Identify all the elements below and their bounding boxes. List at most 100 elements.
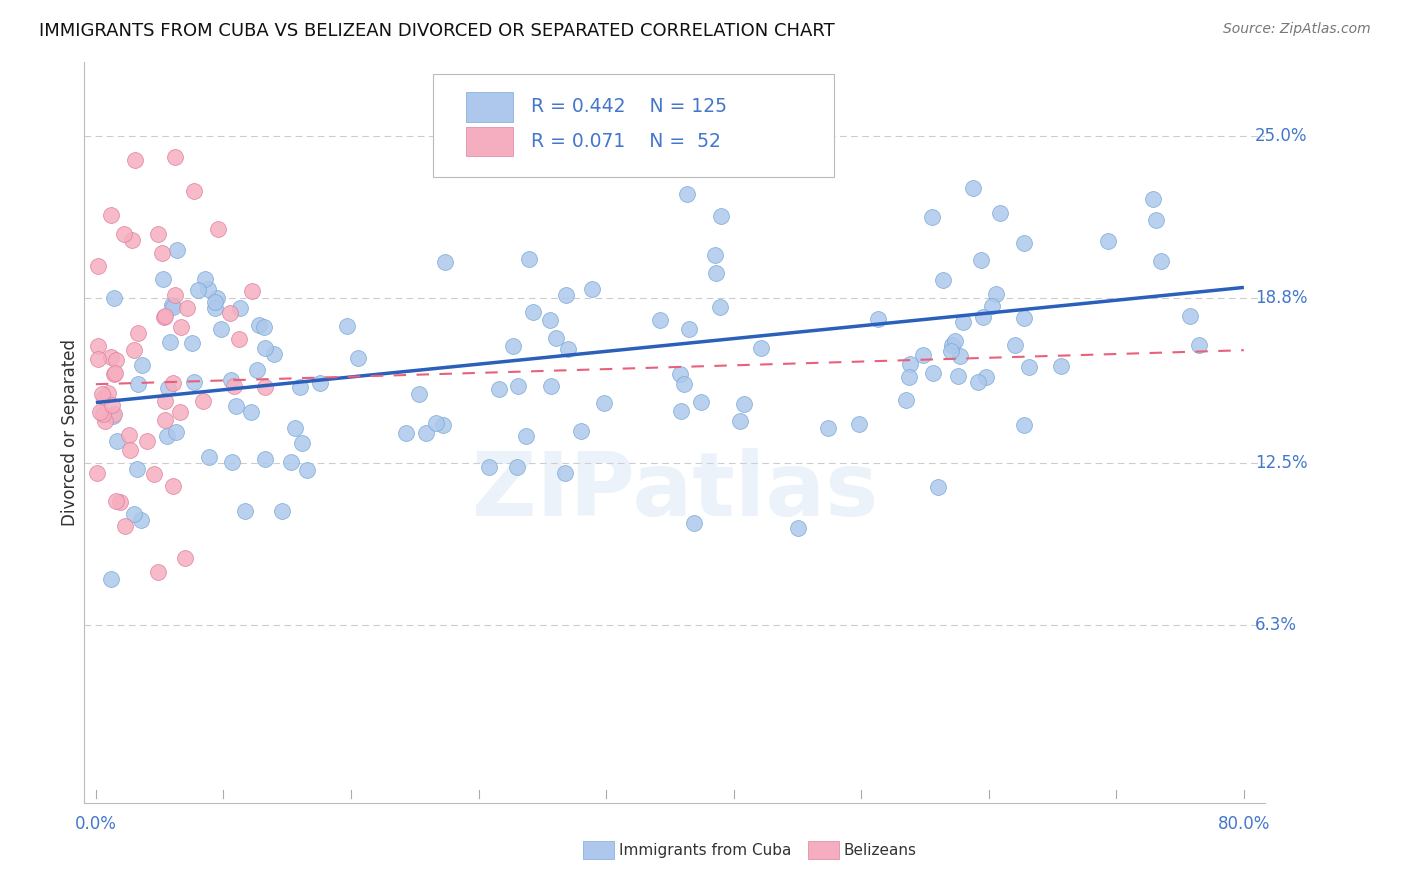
Point [121, 233, 143, 247]
Point [787, 520, 810, 534]
Point [254, 341, 277, 355]
Point [91, 407, 114, 421]
Point [581, 282, 603, 296]
Point [101, 409, 124, 423]
Point [263, 347, 285, 361]
Point [204, 301, 226, 315]
Point [848, 417, 870, 431]
Point [240, 284, 263, 298]
Point [952, 315, 974, 329]
Text: 0.0%: 0.0% [75, 814, 117, 833]
Point [93, 414, 115, 428]
Point [280, 455, 302, 469]
Point [174, 551, 197, 566]
Point [166, 243, 188, 257]
Point [197, 282, 219, 296]
Point [157, 381, 180, 395]
Point [592, 396, 614, 410]
Point [86, 259, 108, 273]
Point [678, 322, 700, 336]
Point [1012, 417, 1035, 432]
Point [207, 291, 229, 305]
Point [1150, 254, 1173, 268]
Text: 18.8%: 18.8% [1256, 289, 1308, 307]
Point [569, 424, 592, 438]
Point [153, 310, 176, 325]
Point [395, 425, 418, 440]
Point [946, 369, 969, 384]
Point [941, 338, 963, 352]
Point [169, 404, 191, 418]
Point [538, 313, 561, 327]
Point [129, 513, 152, 527]
Point [921, 210, 943, 224]
Text: 80.0%: 80.0% [1218, 814, 1270, 833]
Text: Immigrants from Cuba: Immigrants from Cuba [619, 843, 792, 857]
Point [1004, 338, 1026, 352]
Text: Source: ZipAtlas.com: Source: ZipAtlas.com [1223, 22, 1371, 37]
Point [1014, 236, 1036, 251]
Point [939, 343, 962, 358]
Point [103, 408, 125, 422]
Point [86, 466, 108, 480]
Text: ZIPatlas: ZIPatlas [472, 449, 877, 535]
Point [1050, 359, 1073, 374]
Point [894, 393, 917, 408]
Point [122, 508, 145, 522]
Point [931, 272, 953, 286]
Point [104, 353, 127, 368]
Point [1012, 310, 1035, 325]
Text: Belizeans: Belizeans [844, 843, 917, 857]
Point [183, 375, 205, 389]
Point [672, 376, 695, 391]
Point [124, 153, 146, 167]
Point [198, 450, 221, 464]
Point [988, 206, 1011, 220]
Point [204, 295, 226, 310]
Point [981, 299, 1004, 313]
Point [309, 376, 332, 390]
Point [669, 404, 692, 418]
Point [159, 334, 181, 349]
Text: 6.3%: 6.3% [1256, 615, 1296, 634]
Point [546, 331, 568, 345]
Point [108, 495, 131, 509]
Point [690, 394, 713, 409]
Point [100, 572, 122, 586]
Point [253, 380, 276, 394]
Point [284, 421, 307, 435]
Point [100, 208, 122, 222]
Point [162, 479, 184, 493]
Point [253, 451, 276, 466]
FancyBboxPatch shape [465, 127, 513, 156]
Point [943, 334, 966, 348]
Point [104, 366, 127, 380]
Point [143, 467, 166, 482]
Text: 12.5%: 12.5% [1256, 454, 1308, 472]
Point [176, 301, 198, 316]
Point [194, 272, 217, 286]
Point [162, 298, 184, 312]
Point [233, 504, 256, 518]
Point [962, 180, 984, 194]
Point [710, 209, 733, 223]
Point [114, 519, 136, 533]
Point [927, 480, 949, 494]
Point [554, 466, 576, 480]
Point [291, 435, 314, 450]
Point [506, 379, 529, 393]
FancyBboxPatch shape [433, 73, 834, 178]
Point [162, 376, 184, 391]
Point [136, 434, 159, 449]
Point [522, 305, 544, 319]
Point [105, 494, 128, 508]
Point [91, 387, 114, 401]
Point [676, 186, 699, 201]
Point [219, 373, 242, 387]
Point [478, 460, 501, 475]
Point [221, 455, 243, 469]
FancyBboxPatch shape [465, 92, 513, 121]
Point [921, 366, 943, 380]
Point [898, 357, 921, 371]
Point [972, 310, 994, 324]
